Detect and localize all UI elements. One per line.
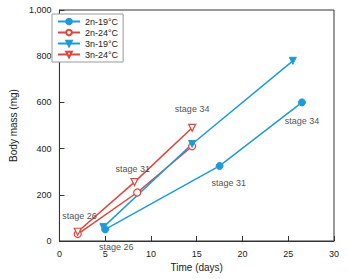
svg-text:800: 800	[36, 51, 51, 61]
svg-text:20: 20	[237, 249, 247, 259]
svg-text:3n-19°C: 3n-19°C	[85, 39, 119, 49]
svg-text:400: 400	[36, 144, 51, 154]
svg-text:stage 31: stage 31	[115, 164, 150, 174]
svg-text:0: 0	[46, 236, 51, 246]
svg-text:600: 600	[36, 97, 51, 107]
svg-text:2n-24°C: 2n-24°C	[85, 28, 119, 38]
svg-text:Time (days): Time (days)	[171, 262, 223, 273]
svg-text:15: 15	[192, 249, 202, 259]
svg-text:stage 34: stage 34	[285, 116, 320, 126]
svg-text:0: 0	[57, 249, 62, 259]
svg-text:Body mass (mg): Body mass (mg)	[8, 89, 19, 162]
svg-text:5: 5	[102, 248, 108, 259]
svg-text:2n-19°C: 2n-19°C	[85, 17, 119, 27]
svg-text:25: 25	[283, 249, 293, 259]
svg-text:stage 26: stage 26	[99, 242, 134, 252]
svg-text:stage 26: stage 26	[62, 211, 97, 221]
svg-text:200: 200	[36, 190, 51, 200]
svg-text:30: 30	[329, 249, 339, 259]
svg-text:stage 31: stage 31	[211, 178, 246, 188]
svg-text:1,000: 1,000	[29, 5, 52, 15]
svg-text:10: 10	[146, 249, 156, 259]
svg-text:3n-24°C: 3n-24°C	[85, 50, 119, 60]
svg-text:stage 34: stage 34	[175, 104, 210, 114]
